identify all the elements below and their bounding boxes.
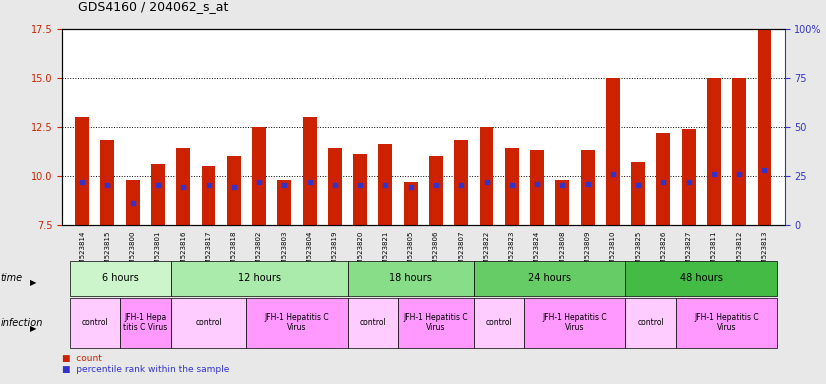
Text: JFH-1 Hepatitis C
Virus: JFH-1 Hepatitis C Virus bbox=[404, 313, 468, 332]
Bar bbox=[278, 180, 292, 225]
Bar bbox=[631, 162, 645, 225]
Bar bbox=[474, 298, 525, 348]
Bar bbox=[151, 164, 165, 225]
Text: 6 hours: 6 hours bbox=[102, 273, 139, 283]
Text: JFH-1 Hepatitis C
Virus: JFH-1 Hepatitis C Virus bbox=[264, 313, 330, 332]
Bar bbox=[625, 298, 676, 348]
Bar bbox=[733, 78, 746, 225]
Bar bbox=[348, 298, 398, 348]
Bar bbox=[581, 150, 595, 225]
Bar bbox=[69, 298, 120, 348]
Text: ■  percentile rank within the sample: ■ percentile rank within the sample bbox=[62, 366, 230, 374]
Text: control: control bbox=[486, 318, 512, 327]
Bar bbox=[657, 132, 671, 225]
Bar bbox=[757, 29, 771, 225]
Text: control: control bbox=[359, 318, 387, 327]
Bar bbox=[69, 261, 171, 296]
Text: control: control bbox=[638, 318, 664, 327]
Text: JFH-1 Hepatitis C
Virus: JFH-1 Hepatitis C Virus bbox=[543, 313, 607, 332]
Text: 24 hours: 24 hours bbox=[528, 273, 572, 283]
Bar bbox=[378, 144, 392, 225]
Bar bbox=[120, 298, 171, 348]
Text: time: time bbox=[1, 273, 23, 283]
Text: 48 hours: 48 hours bbox=[680, 273, 723, 283]
Bar bbox=[681, 129, 695, 225]
Bar bbox=[176, 148, 190, 225]
Bar bbox=[252, 127, 266, 225]
Text: control: control bbox=[195, 318, 222, 327]
Bar bbox=[429, 156, 443, 225]
Text: ▶: ▶ bbox=[30, 324, 36, 333]
Bar bbox=[126, 180, 140, 225]
Text: 12 hours: 12 hours bbox=[238, 273, 281, 283]
Bar bbox=[454, 141, 468, 225]
Bar bbox=[625, 261, 777, 296]
Bar bbox=[246, 298, 348, 348]
Text: 18 hours: 18 hours bbox=[389, 273, 432, 283]
Text: ▶: ▶ bbox=[30, 278, 36, 287]
Text: JFH-1 Hepa
titis C Virus: JFH-1 Hepa titis C Virus bbox=[123, 313, 168, 332]
Bar bbox=[75, 117, 89, 225]
Bar bbox=[202, 166, 216, 225]
Bar bbox=[606, 78, 620, 225]
Text: JFH-1 Hepatitis C
Virus: JFH-1 Hepatitis C Virus bbox=[695, 313, 759, 332]
Bar bbox=[707, 78, 721, 225]
Bar bbox=[354, 154, 367, 225]
Bar bbox=[555, 180, 569, 225]
Bar bbox=[171, 298, 246, 348]
Bar bbox=[302, 117, 316, 225]
Bar bbox=[348, 261, 474, 296]
Text: ■  count: ■ count bbox=[62, 354, 102, 363]
Bar bbox=[404, 182, 418, 225]
Text: infection: infection bbox=[1, 318, 43, 328]
Bar bbox=[328, 148, 342, 225]
Bar bbox=[525, 298, 625, 348]
Bar bbox=[676, 298, 777, 348]
Text: GDS4160 / 204062_s_at: GDS4160 / 204062_s_at bbox=[78, 0, 229, 13]
Bar bbox=[171, 261, 348, 296]
Bar bbox=[227, 156, 240, 225]
Text: control: control bbox=[82, 318, 108, 327]
Bar bbox=[530, 150, 544, 225]
Bar bbox=[474, 261, 625, 296]
Bar bbox=[398, 298, 474, 348]
Bar bbox=[101, 141, 114, 225]
Bar bbox=[505, 148, 519, 225]
Bar bbox=[480, 127, 493, 225]
